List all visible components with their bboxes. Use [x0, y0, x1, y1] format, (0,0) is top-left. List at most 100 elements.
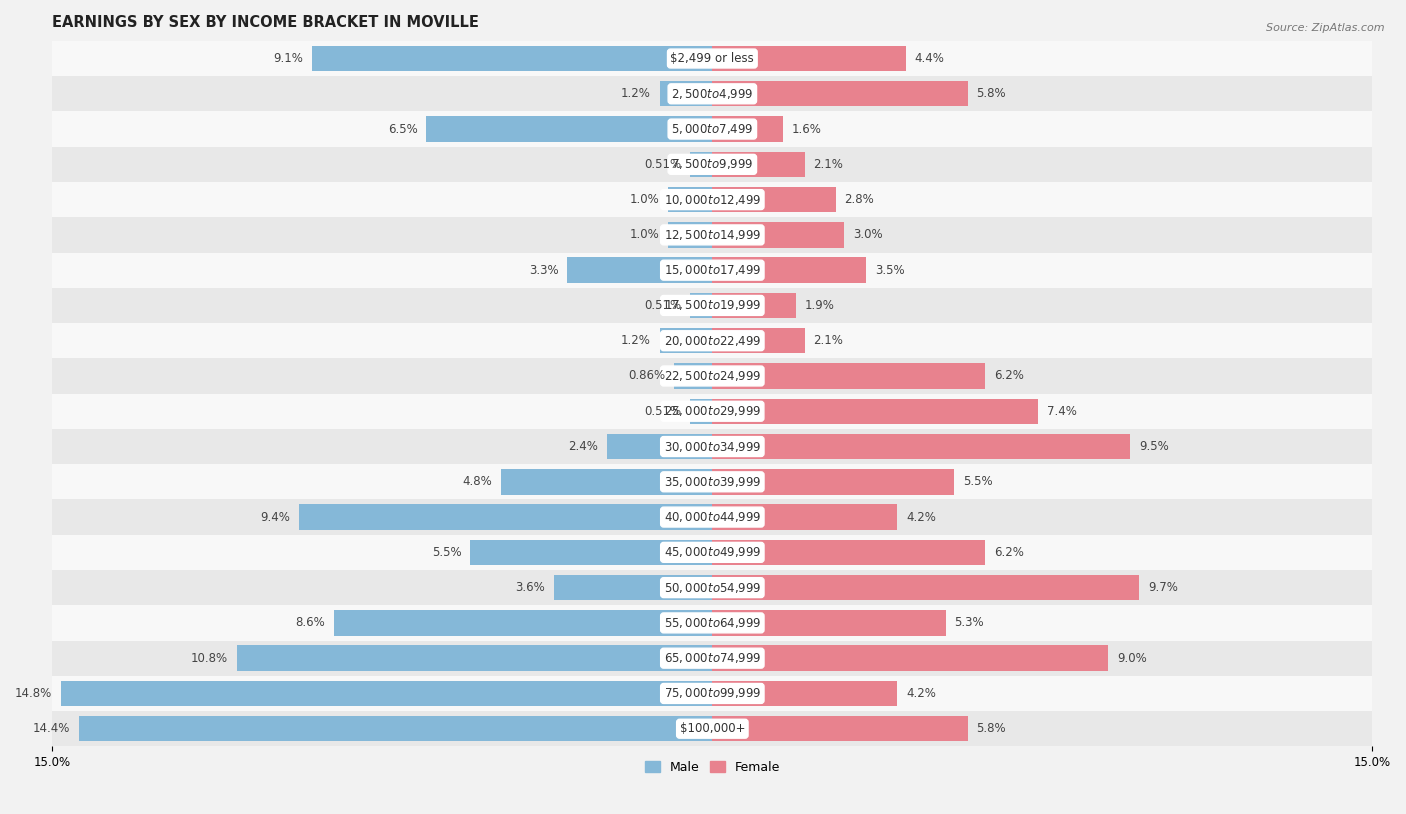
Bar: [52, 358, 1372, 394]
Text: 2.4%: 2.4%: [568, 440, 598, 453]
Bar: [567, 257, 713, 282]
Bar: [52, 217, 1372, 252]
Bar: [52, 41, 1372, 77]
Bar: [713, 610, 946, 636]
Bar: [471, 540, 713, 565]
Bar: [52, 570, 1372, 606]
Text: 1.0%: 1.0%: [630, 229, 659, 242]
Bar: [690, 293, 713, 318]
Text: 9.5%: 9.5%: [1139, 440, 1168, 453]
Bar: [713, 716, 967, 742]
Bar: [52, 429, 1372, 464]
Bar: [554, 575, 713, 601]
Text: 0.86%: 0.86%: [628, 370, 665, 383]
Text: 0.51%: 0.51%: [644, 299, 681, 312]
Bar: [713, 540, 986, 565]
Text: $100,000+: $100,000+: [679, 722, 745, 735]
Text: 3.3%: 3.3%: [529, 264, 558, 277]
Text: 4.4%: 4.4%: [915, 52, 945, 65]
Text: $5,000 to $7,499: $5,000 to $7,499: [671, 122, 754, 136]
Bar: [607, 434, 713, 459]
Bar: [713, 257, 866, 282]
Text: $20,000 to $22,499: $20,000 to $22,499: [664, 334, 761, 348]
Text: 4.2%: 4.2%: [905, 510, 936, 523]
Text: $75,000 to $99,999: $75,000 to $99,999: [664, 686, 761, 700]
Bar: [501, 469, 713, 494]
Bar: [713, 293, 796, 318]
Text: 9.4%: 9.4%: [260, 510, 290, 523]
Text: 5.8%: 5.8%: [976, 722, 1007, 735]
Bar: [713, 187, 835, 212]
Bar: [52, 464, 1372, 500]
Bar: [79, 716, 713, 742]
Bar: [52, 147, 1372, 182]
Bar: [52, 394, 1372, 429]
Bar: [312, 46, 713, 71]
Text: $50,000 to $54,999: $50,000 to $54,999: [664, 580, 761, 594]
Text: $45,000 to $49,999: $45,000 to $49,999: [664, 545, 761, 559]
Text: 3.0%: 3.0%: [853, 229, 883, 242]
Bar: [52, 288, 1372, 323]
Bar: [52, 606, 1372, 641]
Text: Source: ZipAtlas.com: Source: ZipAtlas.com: [1267, 23, 1385, 33]
Text: 0.51%: 0.51%: [644, 405, 681, 418]
Text: 14.4%: 14.4%: [32, 722, 70, 735]
Bar: [52, 641, 1372, 676]
Text: 7.4%: 7.4%: [1047, 405, 1077, 418]
Bar: [690, 151, 713, 177]
Text: 5.5%: 5.5%: [432, 546, 461, 559]
Bar: [52, 182, 1372, 217]
Text: 2.8%: 2.8%: [845, 193, 875, 206]
Bar: [713, 363, 986, 388]
Text: $22,500 to $24,999: $22,500 to $24,999: [664, 369, 761, 383]
Bar: [52, 252, 1372, 288]
Text: 2.1%: 2.1%: [814, 158, 844, 171]
Bar: [713, 328, 804, 353]
Bar: [52, 535, 1372, 570]
Bar: [659, 81, 713, 107]
Bar: [52, 323, 1372, 358]
Text: 3.6%: 3.6%: [516, 581, 546, 594]
Bar: [675, 363, 713, 388]
Text: $12,500 to $14,999: $12,500 to $14,999: [664, 228, 761, 242]
Text: $7,500 to $9,999: $7,500 to $9,999: [671, 157, 754, 171]
Text: 6.2%: 6.2%: [994, 370, 1024, 383]
Bar: [713, 469, 955, 494]
Text: $30,000 to $34,999: $30,000 to $34,999: [664, 440, 761, 453]
Bar: [713, 222, 845, 247]
Bar: [333, 610, 713, 636]
Bar: [52, 711, 1372, 746]
Bar: [713, 81, 967, 107]
Text: 6.2%: 6.2%: [994, 546, 1024, 559]
Text: $55,000 to $64,999: $55,000 to $64,999: [664, 616, 761, 630]
Text: 10.8%: 10.8%: [191, 652, 228, 665]
Bar: [668, 187, 713, 212]
Text: $10,000 to $12,499: $10,000 to $12,499: [664, 193, 761, 207]
Bar: [713, 505, 897, 530]
Text: 0.51%: 0.51%: [644, 158, 681, 171]
Text: $15,000 to $17,499: $15,000 to $17,499: [664, 263, 761, 277]
Bar: [713, 151, 804, 177]
Bar: [713, 399, 1038, 424]
Bar: [713, 681, 897, 707]
Text: 5.3%: 5.3%: [955, 616, 984, 629]
Legend: Male, Female: Male, Female: [640, 756, 785, 779]
Text: $2,499 or less: $2,499 or less: [671, 52, 754, 65]
Text: $17,500 to $19,999: $17,500 to $19,999: [664, 299, 761, 313]
Text: $40,000 to $44,999: $40,000 to $44,999: [664, 510, 761, 524]
Bar: [659, 328, 713, 353]
Bar: [713, 434, 1130, 459]
Bar: [52, 500, 1372, 535]
Bar: [426, 116, 713, 142]
Text: 5.8%: 5.8%: [976, 87, 1007, 100]
Text: 1.6%: 1.6%: [792, 123, 821, 136]
Text: EARNINGS BY SEX BY INCOME BRACKET IN MOVILLE: EARNINGS BY SEX BY INCOME BRACKET IN MOV…: [52, 15, 479, 30]
Text: $35,000 to $39,999: $35,000 to $39,999: [664, 475, 761, 488]
Text: $25,000 to $29,999: $25,000 to $29,999: [664, 405, 761, 418]
Text: 5.5%: 5.5%: [963, 475, 993, 488]
Bar: [690, 399, 713, 424]
Bar: [238, 646, 713, 671]
Text: 8.6%: 8.6%: [295, 616, 325, 629]
Text: 4.8%: 4.8%: [463, 475, 492, 488]
Text: 3.5%: 3.5%: [875, 264, 905, 277]
